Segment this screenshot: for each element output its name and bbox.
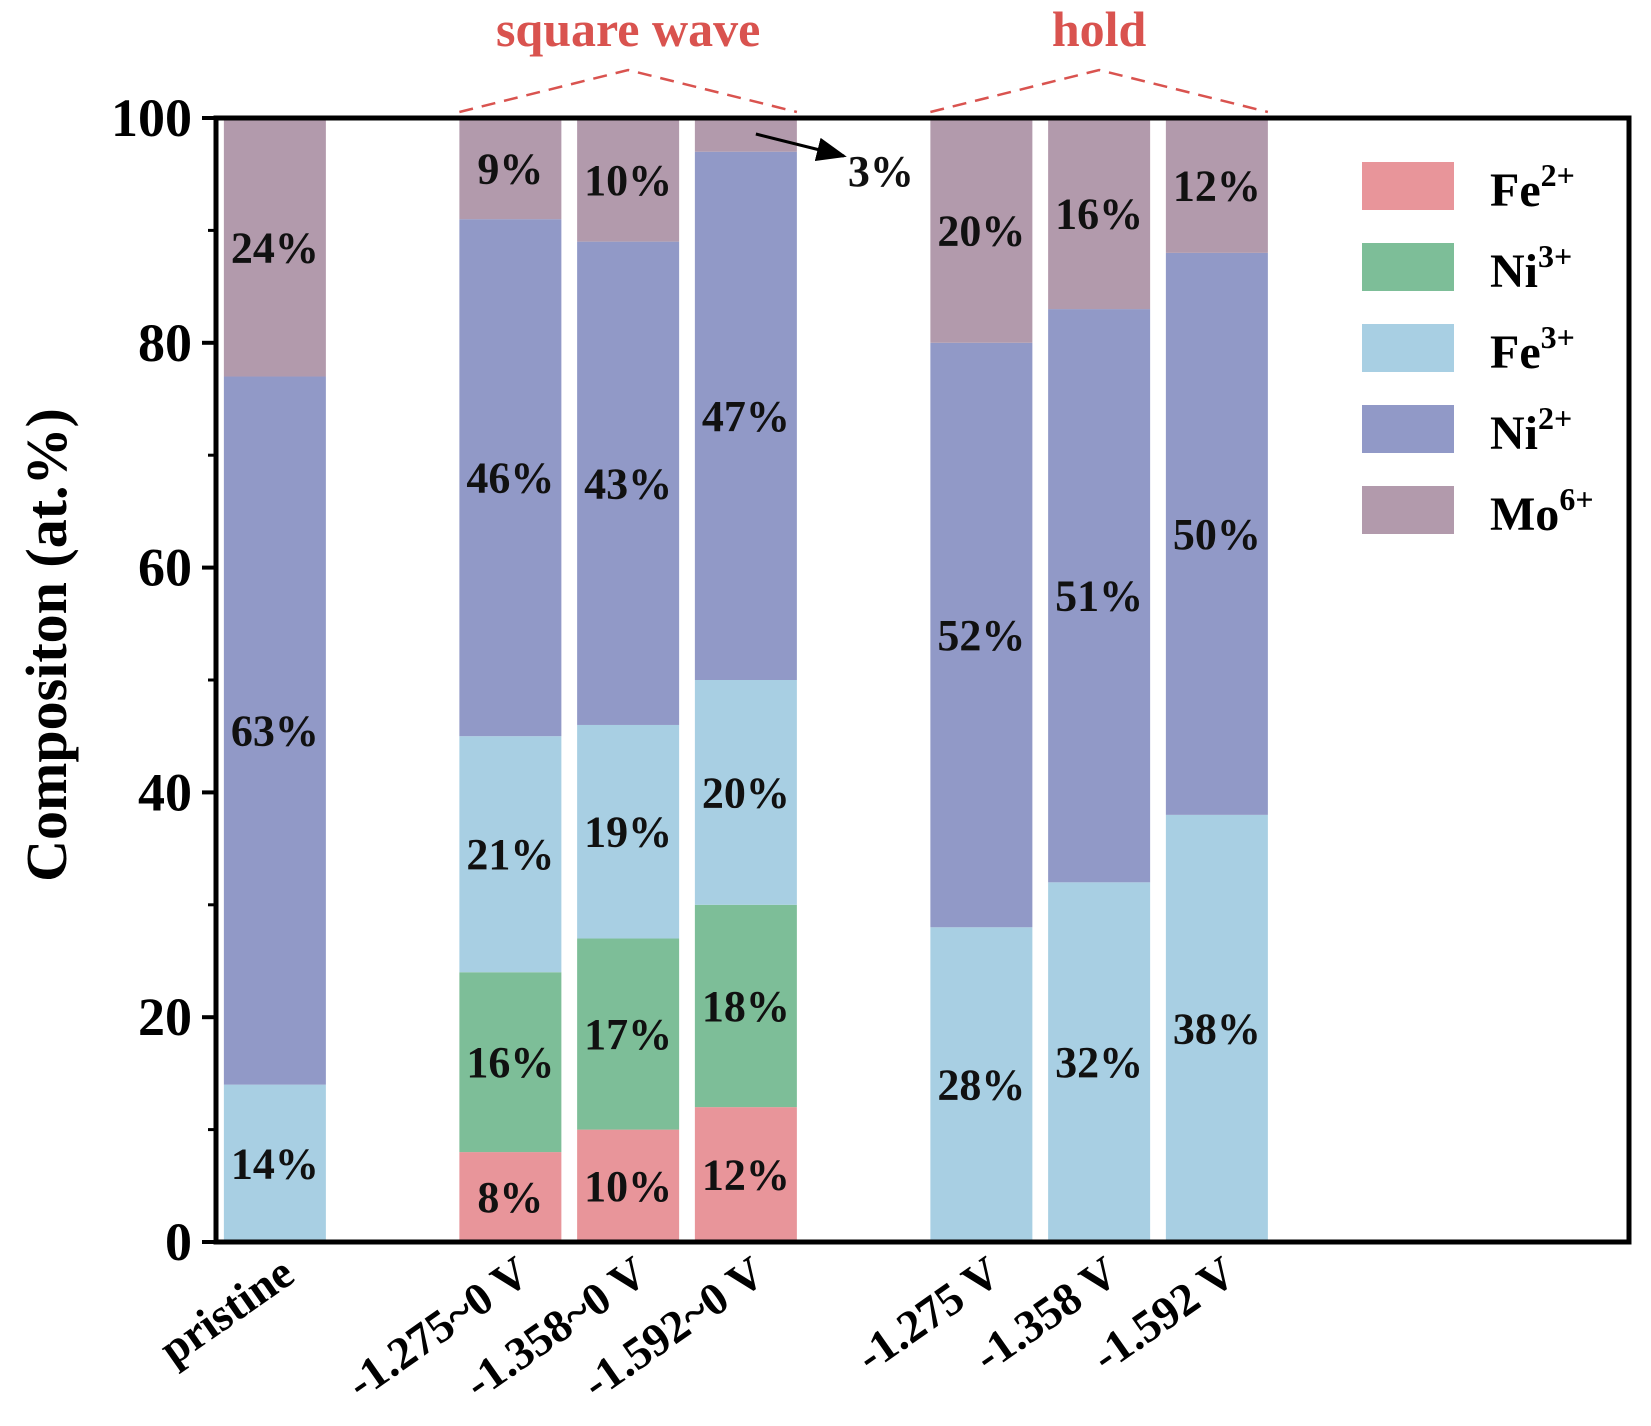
data-label-fe3-1-358-v: 32% (1055, 1038, 1143, 1087)
legend-label-ni3: Ni3+ (1490, 238, 1572, 298)
bar-ni2-1-358-0-v (577, 241, 680, 725)
bar-mo6-1-358-v (1048, 118, 1151, 310)
y-tick-label-100: 100 (111, 88, 192, 148)
legend-label-fe2: Fe2+ (1490, 157, 1575, 217)
data-label-ni2-1-592-0-v: 47% (702, 392, 790, 441)
group-label-square-wave: square wave (496, 1, 760, 57)
bar-ni2-1-275-v (930, 342, 1033, 928)
data-label-mo6-1-275-v: 20% (937, 206, 1025, 255)
y-tick-label-20: 20 (138, 987, 192, 1047)
bar-mo6-1-275-0-v (459, 118, 562, 220)
bar-fe2-1-358-0-v (577, 1129, 680, 1242)
data-label-fe2-1-592-0-v: 12% (702, 1151, 790, 1200)
data-label-ni2-1-592-v: 50% (1173, 510, 1261, 559)
bar-ni3-1-358-0-v (577, 938, 680, 1130)
legend-label-ni2: Ni2+ (1490, 400, 1572, 460)
bar-ni3-1-592-0-v (694, 904, 797, 1108)
bar-mo6-1-358-0-v (577, 118, 680, 242)
data-label-fe3-1-592-v: 38% (1173, 1004, 1261, 1053)
legend-layer: Fe2+ Ni3+ Fe3+ Ni2+ Mo6+ (1362, 157, 1594, 541)
data-label-mo6-1-275-0-v: 9% (477, 145, 543, 194)
data-label-ni2-1-358-0-v: 43% (584, 459, 672, 508)
callout-label: 3% (848, 147, 914, 196)
data-label-ni3-1-592-0-v: 18% (702, 982, 790, 1031)
data-label-mo6-1-358-0-v: 10% (584, 156, 672, 205)
bar-mo6-pristine (223, 118, 326, 377)
legend-swatch-ni3 (1362, 243, 1454, 291)
group-annotations-layer: square wave hold (459, 1, 1269, 114)
bar-mo6-1-275-v (930, 118, 1033, 343)
bar-fe3-1-275-0-v (459, 736, 562, 973)
data-label-mo6-1-358-v: 16% (1055, 190, 1143, 239)
data-label-ni2-1-275-v: 52% (937, 611, 1025, 660)
bar-fe2-1-275-0-v (459, 1152, 562, 1242)
data-label-fe2-1-358-0-v: 10% (584, 1162, 672, 1211)
group-bracket-hold (930, 68, 1269, 114)
bar-fe3-1-358-v (1048, 882, 1151, 1242)
bar-fe3-1-358-0-v (577, 724, 680, 939)
bar-fe2-1-592-0-v (694, 1107, 797, 1242)
data-label-mo6-1-592-v: 12% (1173, 161, 1261, 210)
legend-swatch-mo6 (1362, 486, 1454, 534)
legend-label-fe3: Fe3+ (1490, 319, 1575, 379)
legend-label-mo6: Mo6+ (1490, 481, 1594, 541)
data-label-mo6-pristine: 24% (231, 223, 319, 272)
bar-mo6-1-592-v (1165, 118, 1268, 253)
bars-layer (223, 118, 1268, 1242)
legend-swatch-fe2 (1362, 162, 1454, 210)
y-tick-label-60: 60 (138, 538, 192, 598)
data-label-fe3-1-275-v: 28% (937, 1061, 1025, 1110)
y-axis-label: Compositon (at.%) (14, 408, 79, 882)
callout-arrow (755, 132, 847, 162)
bar-mo6-1-592-0-v (694, 118, 797, 152)
bar-ni2-1-358-v (1048, 309, 1151, 883)
group-label-hold: hold (1052, 1, 1147, 57)
bar-ni3-1-275-0-v (459, 972, 562, 1153)
data-label-ni2-1-275-0-v: 46% (466, 454, 554, 503)
bar-ni2-pristine (223, 376, 326, 1085)
y-tick-label-80: 80 (138, 313, 192, 373)
legend-swatch-fe3 (1362, 324, 1454, 372)
bar-fe3-pristine (223, 1084, 326, 1242)
data-label-ni2-pristine: 63% (231, 707, 319, 756)
bar-ni2-1-592-0-v (694, 151, 797, 681)
data-label-fe2-1-275-0-v: 8% (477, 1173, 543, 1222)
legend-swatch-ni2 (1362, 405, 1454, 453)
bar-fe3-1-592-v (1165, 814, 1268, 1242)
data-label-fe3-1-358-0-v: 19% (584, 808, 672, 857)
bar-fe3-1-275-v (930, 927, 1033, 1242)
data-label-ni3-1-275-0-v: 16% (466, 1038, 554, 1087)
data-label-fe3-1-592-0-v: 20% (702, 768, 790, 817)
y-tick-label-0: 0 (165, 1212, 192, 1272)
data-label-fe3-1-275-0-v: 21% (466, 830, 554, 879)
bar-ni2-1-592-v (1165, 252, 1268, 815)
bar-fe3-1-592-0-v (694, 680, 797, 905)
group-bracket-square-wave (459, 68, 798, 114)
data-label-ni2-1-358-v: 51% (1055, 572, 1143, 621)
data-label-ni3-1-358-0-v: 17% (584, 1010, 672, 1059)
bar-ni2-1-275-0-v (459, 219, 562, 737)
bar-labels-layer: 14% 63% 24% 8% 16% 21% 46% 9% 10% 17% 19% 43% 10% 12%… (231, 132, 1261, 1222)
y-tick-label-40: 40 (138, 762, 192, 822)
data-label-fe3-pristine: 14% (231, 1139, 319, 1188)
